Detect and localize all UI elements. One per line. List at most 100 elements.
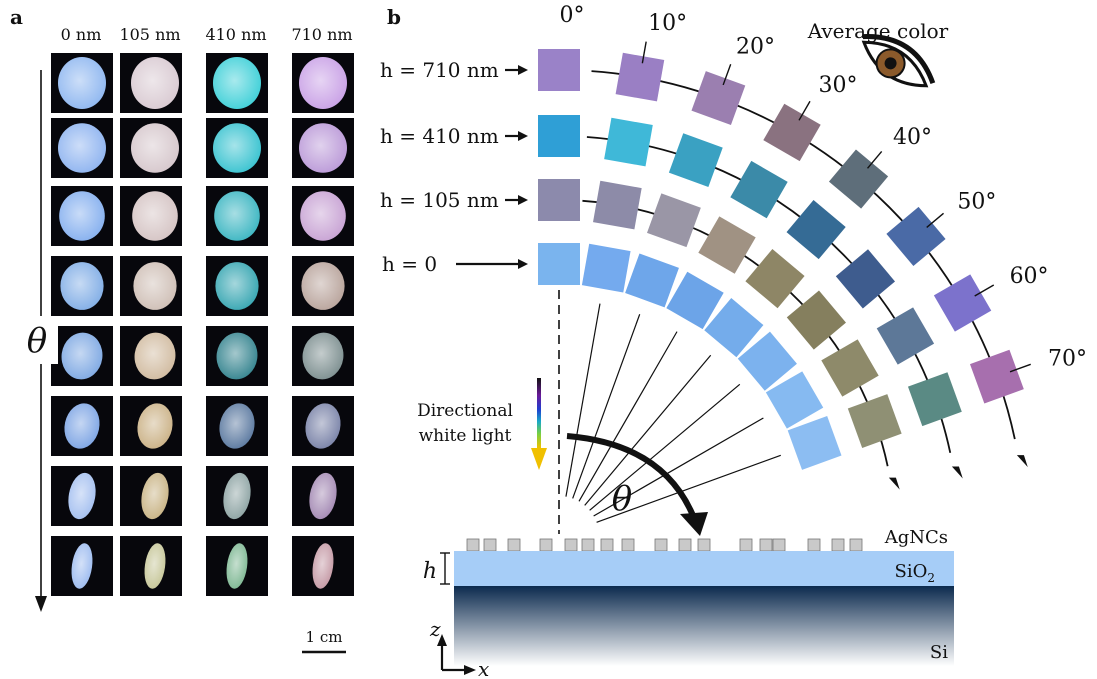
sample-photo	[51, 186, 113, 246]
incident-angle-rays	[565, 303, 781, 523]
row-label: h = 0	[382, 252, 437, 276]
angle-label: 70°	[1048, 346, 1087, 371]
thickness-row-labels: h = 710 nm h = 410 nm h = 105 nm h = 0	[380, 58, 528, 276]
color-swatch	[786, 290, 846, 350]
agnc-particle	[697, 538, 711, 552]
agnc-particle	[466, 538, 480, 552]
sample-photo	[120, 53, 182, 113]
incident-ray	[589, 383, 741, 511]
sample-photo	[206, 326, 268, 386]
sample-disc-highlight	[299, 57, 347, 109]
agnc-particle	[507, 538, 521, 552]
angle-label: 60°	[1010, 264, 1049, 289]
agnc-particle	[654, 538, 668, 552]
angle-tick	[641, 41, 647, 64]
sample-disc-highlight	[223, 472, 251, 520]
color-swatch	[647, 193, 701, 248]
angle-tick	[1009, 363, 1031, 373]
panel-a-photo-grid	[51, 53, 354, 596]
color-swatch	[593, 180, 642, 230]
sample-photo	[206, 396, 268, 456]
sample-photo	[206, 53, 268, 113]
light-label-line2: white light	[419, 426, 512, 446]
sample-disc-highlight	[305, 403, 341, 449]
agnc-particle	[483, 538, 497, 552]
sample-disc-highlight	[213, 123, 261, 173]
thickness-h-label: h	[423, 559, 437, 584]
color-swatch	[876, 307, 935, 365]
panel-a-theta-symbol: θ	[27, 321, 47, 361]
sample-photo	[120, 536, 182, 596]
color-swatch	[765, 371, 824, 429]
si-substrate	[454, 586, 954, 666]
sample-photo	[120, 466, 182, 526]
agnc-particle	[772, 538, 786, 552]
color-swatch	[538, 243, 580, 285]
column-header: 0 nm	[61, 25, 102, 44]
sample-photo	[292, 466, 354, 526]
color-swatch	[886, 206, 946, 267]
sample-photo	[120, 326, 182, 386]
color-swatch	[538, 115, 580, 157]
sample-photo	[51, 256, 113, 316]
color-swatch	[581, 243, 631, 293]
sample-disc-highlight	[59, 191, 105, 241]
sample-photo	[292, 396, 354, 456]
sample-photo	[120, 186, 182, 246]
arc-arrowhead	[1016, 455, 1028, 468]
agnc-particles	[466, 538, 863, 552]
color-swatch	[730, 160, 788, 219]
theta-symbol: θ	[612, 479, 632, 519]
sio2-label: SiO2	[895, 561, 936, 585]
agnc-particle	[678, 538, 692, 552]
agnc-particle	[849, 538, 863, 552]
x-axis-label: x	[478, 657, 489, 679]
sample-disc-highlight	[61, 332, 103, 380]
color-swatch	[907, 372, 962, 427]
sample-disc-highlight	[68, 472, 96, 520]
sample-disc-highlight	[219, 403, 255, 449]
color-swatch	[828, 149, 889, 209]
sample-photo	[120, 118, 182, 178]
sample-photo	[292, 326, 354, 386]
sio2-layer	[454, 551, 954, 586]
theta-curved-arrow	[566, 433, 697, 520]
sample-photo	[292, 118, 354, 178]
angle-label: 20°	[736, 34, 775, 59]
row-label: h = 410 nm	[380, 124, 499, 148]
row-label: h = 710 nm	[380, 58, 499, 82]
sample-photo	[206, 256, 268, 316]
sample-disc-highlight	[144, 543, 166, 589]
sample-disc-highlight	[226, 543, 248, 589]
incident-ray	[596, 454, 781, 523]
z-axis-label: z	[429, 617, 441, 641]
agncs-label: AgNCs	[884, 527, 948, 548]
color-swatch	[538, 179, 580, 221]
column-header: 105 nm	[119, 25, 180, 44]
sample-disc-highlight	[309, 472, 337, 520]
color-swatch	[698, 216, 756, 274]
row-arrow-head	[518, 131, 528, 141]
arc-arrowhead	[888, 477, 900, 490]
color-swatch	[615, 52, 665, 102]
sample-photo	[292, 256, 354, 316]
color-swatch	[787, 416, 842, 470]
sample-disc-highlight	[300, 191, 346, 241]
sample-disc-highlight	[312, 543, 334, 589]
color-swatch	[691, 71, 746, 126]
sample-disc-highlight	[58, 123, 106, 173]
sample-disc-highlight	[132, 191, 178, 241]
white-light-bar	[537, 378, 541, 448]
sample-disc-highlight	[131, 123, 179, 173]
agnc-particle	[831, 538, 845, 552]
row-arrow-head	[518, 259, 528, 269]
sample-disc-highlight	[299, 123, 347, 173]
angle-label: 50°	[957, 189, 996, 214]
sample-photo	[292, 536, 354, 596]
agnc-particle	[759, 538, 773, 552]
color-swatch	[969, 349, 1024, 404]
sample-photo	[120, 256, 182, 316]
angle-labels: 0° 10° 20° 30° 40° 50° 60° 70°	[560, 3, 1087, 373]
sample-disc-highlight	[58, 57, 106, 109]
